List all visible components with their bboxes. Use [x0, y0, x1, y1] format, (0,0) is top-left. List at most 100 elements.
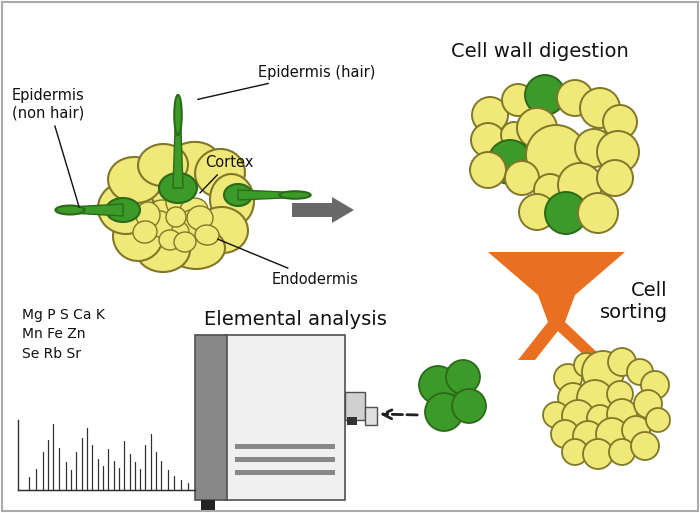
Circle shape [582, 351, 624, 393]
FancyArrow shape [292, 197, 354, 223]
Ellipse shape [167, 227, 225, 269]
Circle shape [554, 364, 582, 392]
Ellipse shape [106, 198, 140, 222]
Ellipse shape [196, 207, 248, 253]
Circle shape [425, 393, 463, 431]
Ellipse shape [187, 206, 213, 230]
Circle shape [574, 353, 598, 377]
Ellipse shape [108, 157, 162, 203]
Bar [347, 417, 357, 425]
Circle shape [419, 366, 457, 404]
Circle shape [525, 75, 565, 115]
Circle shape [452, 389, 486, 423]
Ellipse shape [55, 206, 85, 214]
Circle shape [534, 174, 566, 206]
Circle shape [471, 123, 505, 157]
Circle shape [627, 359, 653, 385]
Bar [365, 407, 377, 425]
Ellipse shape [166, 207, 186, 227]
Circle shape [501, 122, 527, 148]
Ellipse shape [279, 191, 311, 199]
Circle shape [587, 405, 613, 431]
Circle shape [596, 418, 628, 450]
Circle shape [646, 408, 670, 432]
Polygon shape [70, 204, 123, 216]
Text: Epidermis
(non hair): Epidermis (non hair) [12, 88, 85, 207]
Circle shape [607, 381, 633, 407]
Ellipse shape [113, 211, 163, 261]
Ellipse shape [174, 95, 182, 135]
Circle shape [470, 152, 506, 188]
Polygon shape [238, 190, 295, 200]
Text: Cell wall digestion: Cell wall digestion [451, 42, 629, 61]
Ellipse shape [159, 173, 197, 203]
Text: Mg P S Ca K
Mn Fe Zn
Se Rb Sr: Mg P S Ca K Mn Fe Zn Se Rb Sr [22, 308, 105, 361]
Circle shape [609, 439, 635, 465]
Circle shape [543, 402, 569, 428]
Circle shape [562, 439, 588, 465]
Bar [201, 500, 215, 510]
Circle shape [641, 371, 669, 399]
Circle shape [502, 84, 534, 116]
Circle shape [557, 80, 593, 116]
Ellipse shape [166, 142, 220, 184]
Circle shape [526, 125, 586, 185]
Circle shape [517, 108, 557, 148]
Polygon shape [488, 252, 625, 295]
Circle shape [519, 194, 555, 230]
Circle shape [472, 97, 508, 133]
Ellipse shape [136, 228, 190, 272]
Circle shape [583, 439, 613, 469]
Bar [235, 457, 335, 462]
Ellipse shape [180, 198, 208, 222]
Bar [195, 335, 227, 500]
Ellipse shape [210, 174, 254, 226]
Ellipse shape [133, 221, 157, 243]
Polygon shape [538, 295, 575, 322]
Polygon shape [518, 322, 565, 360]
Circle shape [597, 160, 633, 196]
Circle shape [608, 348, 636, 376]
Ellipse shape [224, 184, 252, 206]
Circle shape [545, 192, 587, 234]
Ellipse shape [159, 230, 181, 250]
Ellipse shape [195, 149, 245, 197]
Polygon shape [548, 322, 603, 358]
Circle shape [505, 161, 539, 195]
Polygon shape [173, 115, 183, 188]
Ellipse shape [136, 202, 160, 228]
Text: Endodermis: Endodermis [218, 239, 359, 287]
Circle shape [573, 421, 603, 451]
Ellipse shape [174, 232, 196, 252]
Circle shape [562, 400, 594, 432]
Circle shape [575, 129, 613, 167]
Bar [345, 392, 365, 420]
Circle shape [558, 163, 602, 207]
Ellipse shape [138, 144, 188, 186]
Ellipse shape [166, 188, 190, 216]
Circle shape [558, 383, 588, 413]
Ellipse shape [195, 225, 219, 245]
Text: Cortex: Cortex [200, 155, 253, 193]
Text: Cell
sorting: Cell sorting [600, 282, 668, 323]
Ellipse shape [147, 211, 173, 237]
Ellipse shape [98, 182, 154, 234]
Text: Epidermis (hair): Epidermis (hair) [197, 65, 375, 100]
Text: Elemental analysis: Elemental analysis [204, 310, 386, 329]
Ellipse shape [161, 220, 189, 244]
Circle shape [597, 131, 639, 173]
Circle shape [488, 140, 532, 184]
Bar [235, 444, 335, 449]
Circle shape [607, 399, 637, 429]
Circle shape [634, 390, 662, 418]
Circle shape [580, 88, 620, 128]
Circle shape [631, 432, 659, 460]
Circle shape [578, 193, 618, 233]
Circle shape [551, 420, 579, 448]
Bar [235, 470, 335, 475]
Ellipse shape [148, 200, 176, 224]
Circle shape [603, 105, 637, 139]
Circle shape [577, 380, 613, 416]
Ellipse shape [179, 210, 203, 238]
Circle shape [622, 416, 650, 444]
